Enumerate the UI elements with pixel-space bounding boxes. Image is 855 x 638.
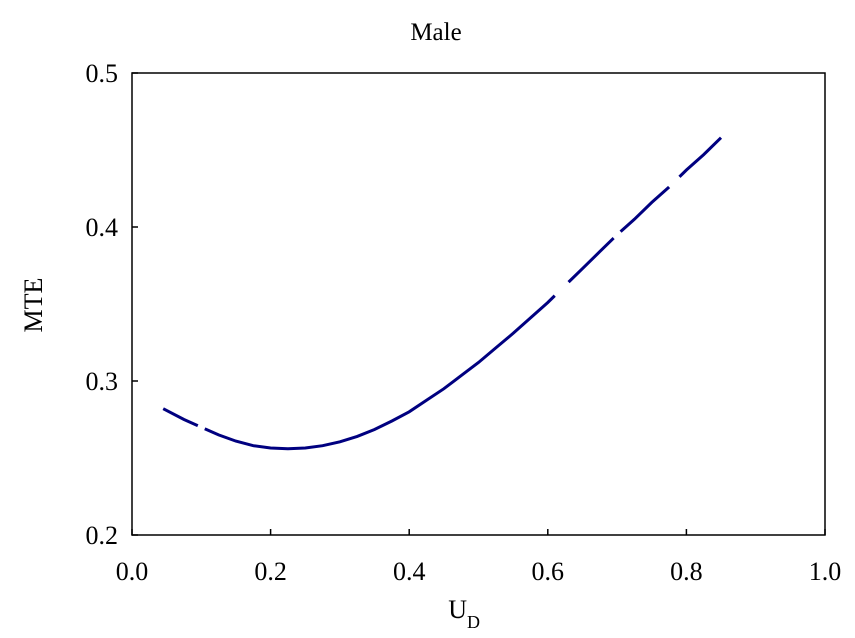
x-tick-label: 0.0	[116, 557, 149, 586]
plot-frame	[131, 72, 826, 536]
y-tick-label: 0.3	[86, 367, 119, 396]
x-tick-label: 0.6	[532, 557, 565, 586]
series-dash-gap	[552, 279, 571, 298]
series-group	[162, 136, 723, 451]
x-tick-label: 1.0	[809, 557, 842, 586]
x-tick-label: 0.2	[254, 557, 287, 586]
series-dash-gap	[196, 422, 206, 432]
y-tick-label: 0.4	[86, 213, 119, 242]
x-tick-labels: 0.0 0.2 0.4 0.6 0.8 1.0	[116, 529, 842, 586]
y-tick-label: 0.5	[86, 59, 119, 88]
x-tick-label: 0.8	[670, 557, 703, 586]
y-tick-labels: 0.2 0.3 0.4 0.5	[86, 59, 138, 550]
series-dash-gap	[666, 174, 682, 190]
x-axis-label: U D	[448, 595, 480, 632]
y-tick-label: 0.2	[86, 521, 119, 550]
x-axis-label-main: U	[448, 595, 467, 624]
series-dash-gap	[611, 229, 623, 241]
x-axis-label-subscript: D	[467, 612, 480, 632]
y-axis-label: MTE	[19, 278, 48, 333]
chart-title: Male	[410, 19, 461, 46]
x-tick-label: 0.4	[393, 557, 426, 586]
series-line	[162, 136, 723, 451]
